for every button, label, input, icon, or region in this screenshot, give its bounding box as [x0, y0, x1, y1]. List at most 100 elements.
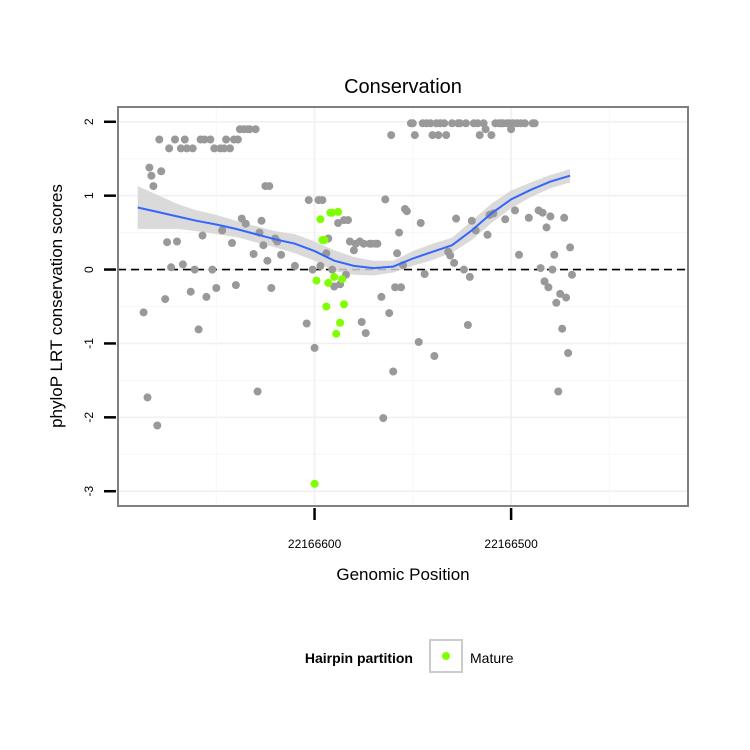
data-point [302, 319, 311, 328]
x-tick-label: 22166500 [484, 537, 538, 551]
data-point [564, 349, 573, 357]
y-axis: -3 -2 -1 0 1 2 [82, 118, 116, 497]
data-point [463, 321, 472, 329]
data-point [550, 250, 559, 259]
data-point [389, 367, 398, 376]
data-point [361, 329, 370, 338]
data-point [257, 216, 266, 225]
data-point [233, 135, 242, 144]
mature-point [336, 318, 345, 327]
x-axis-title: Genomic Position [336, 565, 469, 584]
data-point [180, 135, 189, 144]
mature-point [312, 276, 321, 285]
data-point [450, 258, 459, 267]
data-point [153, 421, 162, 430]
mature-point [324, 278, 333, 287]
data-point [536, 264, 545, 273]
data-point [165, 144, 174, 153]
data-point [186, 287, 195, 296]
legend-label-mature: Mature [470, 650, 514, 666]
data-point [188, 144, 197, 153]
data-point [200, 135, 209, 144]
data-point [426, 119, 435, 128]
data-point [402, 207, 411, 216]
data-point [222, 135, 231, 144]
data-point [265, 182, 274, 191]
data-point [155, 135, 164, 144]
data-point [277, 250, 286, 259]
data-point [245, 125, 254, 134]
y-tick-label: 1 [82, 192, 96, 199]
data-point [434, 131, 443, 140]
chart-title: Conservation [344, 76, 462, 98]
data-point [410, 131, 419, 140]
data-point [459, 265, 468, 274]
data-point [558, 324, 567, 333]
data-point [249, 250, 258, 258]
data-point [290, 261, 299, 270]
data-point [379, 414, 388, 423]
data-point [182, 144, 191, 153]
data-point [397, 283, 405, 292]
data-point [251, 125, 260, 134]
data-point [524, 213, 533, 222]
data-point [461, 119, 470, 128]
y-axis-title: phyloP LRT conservation scores [47, 184, 66, 428]
data-point [178, 260, 187, 269]
data-point [552, 298, 561, 307]
data-point [395, 228, 404, 237]
legend: Hairpin partition Mature [305, 639, 514, 673]
data-point [546, 212, 555, 221]
data-point [190, 265, 199, 274]
data-point [446, 251, 455, 260]
data-point [554, 387, 563, 396]
data-point [556, 289, 565, 298]
data-point [163, 238, 172, 247]
data-point [548, 265, 557, 274]
data-point [206, 135, 215, 144]
data-point [220, 144, 229, 153]
data-point [198, 231, 207, 240]
data-point [171, 135, 179, 144]
data-point [157, 167, 166, 176]
data-point [263, 256, 272, 265]
data-point [328, 265, 337, 274]
data-point [393, 249, 402, 258]
data-point [481, 125, 490, 134]
data-point [304, 196, 313, 205]
data-point [259, 241, 268, 250]
data-point [231, 281, 240, 290]
data-point [566, 243, 575, 252]
plot-panel [117, 106, 689, 507]
data-point [487, 131, 496, 140]
data-point [147, 171, 156, 180]
y-tick-label: 2 [82, 118, 96, 125]
data-point [456, 119, 464, 128]
data-point [145, 163, 154, 172]
mature-point [330, 272, 339, 281]
data-point [560, 213, 569, 222]
data-point [310, 343, 319, 352]
data-point [391, 283, 400, 292]
data-point [428, 131, 437, 140]
legend-key-mature [442, 652, 450, 660]
mature-point [334, 207, 343, 216]
data-point [139, 308, 148, 317]
data-point [420, 270, 429, 278]
data-point [202, 292, 211, 301]
data-point [483, 230, 492, 239]
data-point [334, 219, 343, 227]
data-point [530, 119, 539, 128]
data-point [465, 272, 474, 281]
data-point [253, 387, 262, 396]
smooth-trend-line [137, 174, 571, 270]
mature-point [320, 236, 329, 244]
mature-point [310, 479, 319, 488]
data-point [318, 196, 327, 205]
data-point [542, 223, 551, 232]
data-point [373, 239, 382, 248]
data-point [167, 263, 176, 272]
data-point [501, 215, 510, 224]
data-point [228, 239, 236, 247]
